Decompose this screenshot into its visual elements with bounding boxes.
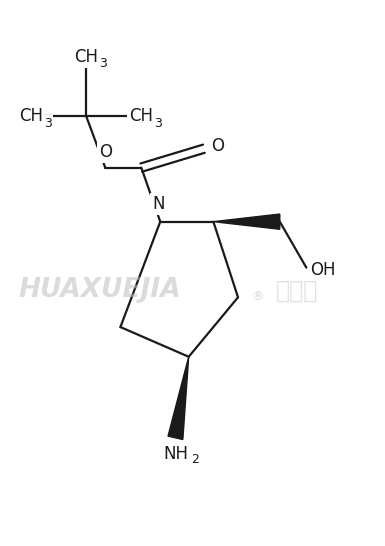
Text: O: O: [99, 144, 112, 162]
Text: 3: 3: [99, 57, 107, 70]
Text: N: N: [152, 195, 165, 213]
Text: NH: NH: [164, 445, 189, 463]
Text: 2: 2: [191, 454, 199, 466]
Text: HUAXUEJIA: HUAXUEJIA: [18, 277, 181, 303]
Text: ®: ®: [251, 290, 264, 303]
Text: 3: 3: [154, 117, 162, 130]
Polygon shape: [213, 214, 280, 229]
Polygon shape: [168, 357, 189, 440]
Text: O: O: [211, 137, 224, 155]
Text: OH: OH: [310, 262, 336, 280]
Text: CH: CH: [19, 107, 43, 125]
Text: 3: 3: [44, 117, 52, 130]
Text: 化学加: 化学加: [276, 278, 318, 302]
Text: CH: CH: [74, 48, 98, 66]
Text: CH: CH: [129, 107, 153, 125]
